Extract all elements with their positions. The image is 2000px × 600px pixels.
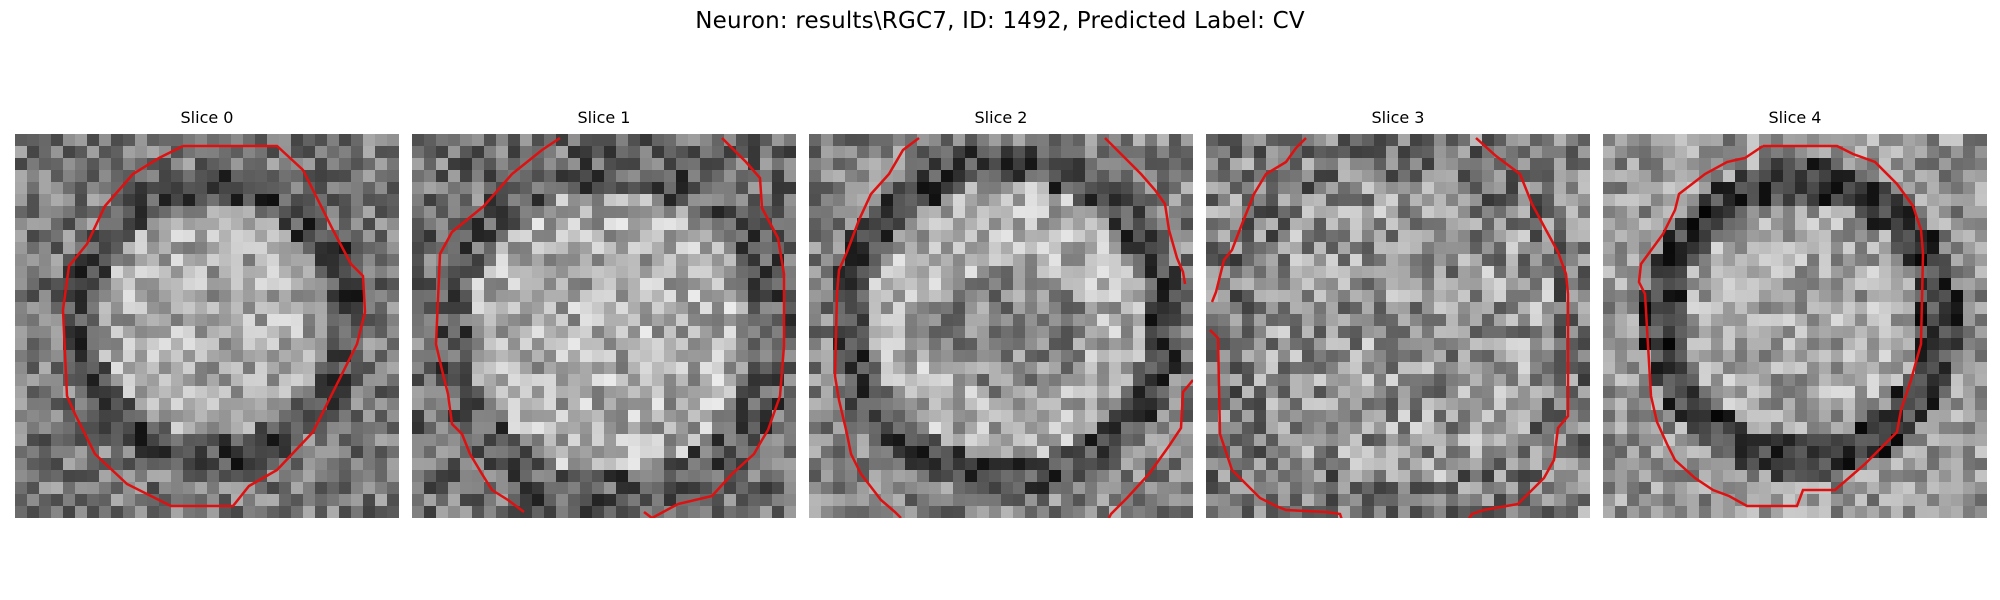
segmentation-contour [1209, 137, 1570, 518]
segmentation-contour [833, 137, 1193, 518]
microscopy-slice [809, 134, 1193, 518]
slice-title: Slice 1 [577, 108, 631, 127]
slice-title: Slice 3 [1371, 108, 1425, 127]
segmentation-contour [434, 136, 786, 518]
microscopy-slice [1603, 134, 1987, 518]
microscopy-slice [412, 134, 796, 518]
slice-image [1603, 134, 1987, 518]
slice-image [412, 134, 796, 518]
segmentation-contour [61, 144, 367, 508]
slice-title: Slice 2 [974, 108, 1028, 127]
microscopy-slice [1206, 134, 1590, 518]
microscopy-slice [15, 134, 399, 518]
segmentation-contour [1637, 144, 1925, 508]
slice-image [809, 134, 1193, 518]
figure-title: Neuron: results\RGC7, ID: 1492, Predicte… [695, 8, 1305, 34]
slice-title: Slice 4 [1768, 108, 1822, 127]
slice-image [15, 134, 399, 518]
slice-title: Slice 0 [180, 108, 234, 127]
slice-image [1206, 134, 1590, 518]
